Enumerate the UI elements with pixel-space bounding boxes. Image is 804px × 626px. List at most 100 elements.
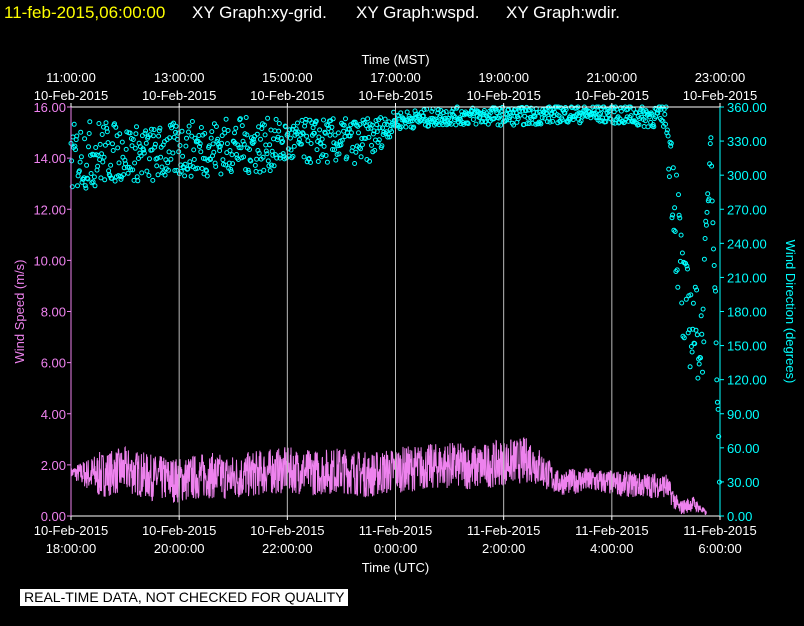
wind-direction-point <box>197 141 203 147</box>
wind-direction-point <box>539 115 545 121</box>
wind-direction-point <box>358 146 363 152</box>
wind-direction-point <box>210 141 216 147</box>
wind-direction-point <box>84 175 90 181</box>
wind-direction-point <box>82 183 88 189</box>
wind-direction-point <box>99 132 105 137</box>
wind-direction-point <box>119 139 125 145</box>
wind-direction-point <box>490 105 496 111</box>
wind-direction-point <box>129 143 135 149</box>
wind-direction-point <box>244 132 250 138</box>
wind-direction-point <box>605 107 611 113</box>
bottom-tick-date: 11-Feb-2015 <box>575 523 648 538</box>
wind-direction-point <box>136 156 141 161</box>
bottom-tick-date: 10-Feb-2015 <box>34 523 108 538</box>
wind-direction-point <box>369 142 374 148</box>
wind-direction-point <box>197 144 202 149</box>
wind-direction-point <box>421 107 427 113</box>
wind-direction-point <box>274 155 280 161</box>
wind-direction-point <box>269 162 274 168</box>
bottom-tick-date: 11-Feb-2015 <box>359 523 432 538</box>
wind-direction-point <box>112 178 118 184</box>
wind-direction-point <box>165 160 171 166</box>
wind-direction-point <box>378 115 384 121</box>
wind-direction-point <box>288 147 294 153</box>
wind-direction-point <box>459 112 465 118</box>
wind-direction-point <box>430 115 435 121</box>
wind-direction-point <box>705 191 711 197</box>
wind-direction-point <box>528 105 534 111</box>
wind-direction-point <box>219 133 225 139</box>
wind-direction-point <box>150 133 156 139</box>
wind-direction-point <box>69 158 75 164</box>
wind-direction-point <box>441 110 446 116</box>
wind-direction-point <box>665 133 671 139</box>
right-tick-label: 30.00 <box>727 475 760 490</box>
wind-direction-point <box>637 109 643 115</box>
wind-direction-point <box>332 147 337 153</box>
wind-direction-point <box>125 164 130 170</box>
wind-direction-point <box>703 222 709 228</box>
wind-direction-point <box>646 114 652 120</box>
wind-direction-point <box>526 121 532 126</box>
wind-direction-point <box>224 141 230 147</box>
wind-direction-point <box>443 109 449 115</box>
bottom-tick-date: 11-Feb-2015 <box>467 523 540 538</box>
wind-direction-point <box>683 261 689 266</box>
wind-direction-point <box>341 122 347 128</box>
wind-direction-point <box>323 153 329 158</box>
wind-direction-point <box>655 110 661 116</box>
wind-direction-point <box>252 162 258 168</box>
wind-direction-point <box>315 159 321 164</box>
wind-direction-point <box>707 141 713 147</box>
wind-direction-point <box>102 177 108 183</box>
wind-direction-point <box>204 173 210 179</box>
wind-direction-point <box>108 162 114 168</box>
wind-direction-point <box>341 128 347 134</box>
wind-direction-point <box>171 120 176 126</box>
wind-direction-point <box>227 148 233 153</box>
top-tick-time: 19:00:00 <box>478 70 529 85</box>
wind-direction-point <box>525 115 531 121</box>
wind-direction-point <box>708 135 714 141</box>
wind-direction-point <box>473 121 479 127</box>
wind-direction-point <box>295 129 301 135</box>
top-tick-time: 13:00:00 <box>154 70 205 85</box>
wind-direction-point <box>76 168 82 174</box>
wind-direction-point <box>713 288 718 294</box>
wind-direction-point <box>333 157 339 163</box>
right-tick-label: 180.00 <box>727 305 767 320</box>
wind-direction-point <box>700 306 706 312</box>
wind-direction-point <box>703 218 709 224</box>
wind-direction-point <box>716 434 722 439</box>
right-tick-label: 210.00 <box>727 270 767 285</box>
right-tick-label: 360.00 <box>727 100 767 115</box>
wind-direction-point <box>91 174 97 180</box>
wind-direction-point <box>308 160 313 165</box>
wind-direction-point <box>429 108 435 114</box>
wind-direction-point <box>695 375 701 381</box>
wind-direction-point <box>101 154 107 160</box>
wind-direction-point <box>517 112 523 118</box>
wind-direction-point <box>235 142 241 148</box>
wind-direction-point <box>424 106 430 112</box>
wind-direction-point <box>321 143 327 149</box>
wind-direction-point <box>343 116 348 122</box>
right-tick-label: 90.00 <box>727 407 760 422</box>
wind-direction-point <box>138 153 144 159</box>
wind-direction-point <box>289 155 295 161</box>
wind-direction-point <box>711 246 716 252</box>
wind-direction-point <box>359 142 365 148</box>
wind-direction-point <box>404 109 410 115</box>
wind-direction-point <box>435 110 441 116</box>
wind-direction-point <box>295 120 300 126</box>
right-tick-label: 120.00 <box>727 373 767 388</box>
wind-direction-point <box>191 157 197 162</box>
wind-direction-point <box>709 163 715 169</box>
wind-direction-point <box>449 108 455 114</box>
wind-direction-point <box>74 133 80 139</box>
wind-direction-point <box>92 183 98 189</box>
wind-direction-point <box>714 377 720 383</box>
wind-direction-point <box>465 120 470 126</box>
wind-direction-series <box>68 104 722 485</box>
wind-direction-point <box>125 170 131 176</box>
